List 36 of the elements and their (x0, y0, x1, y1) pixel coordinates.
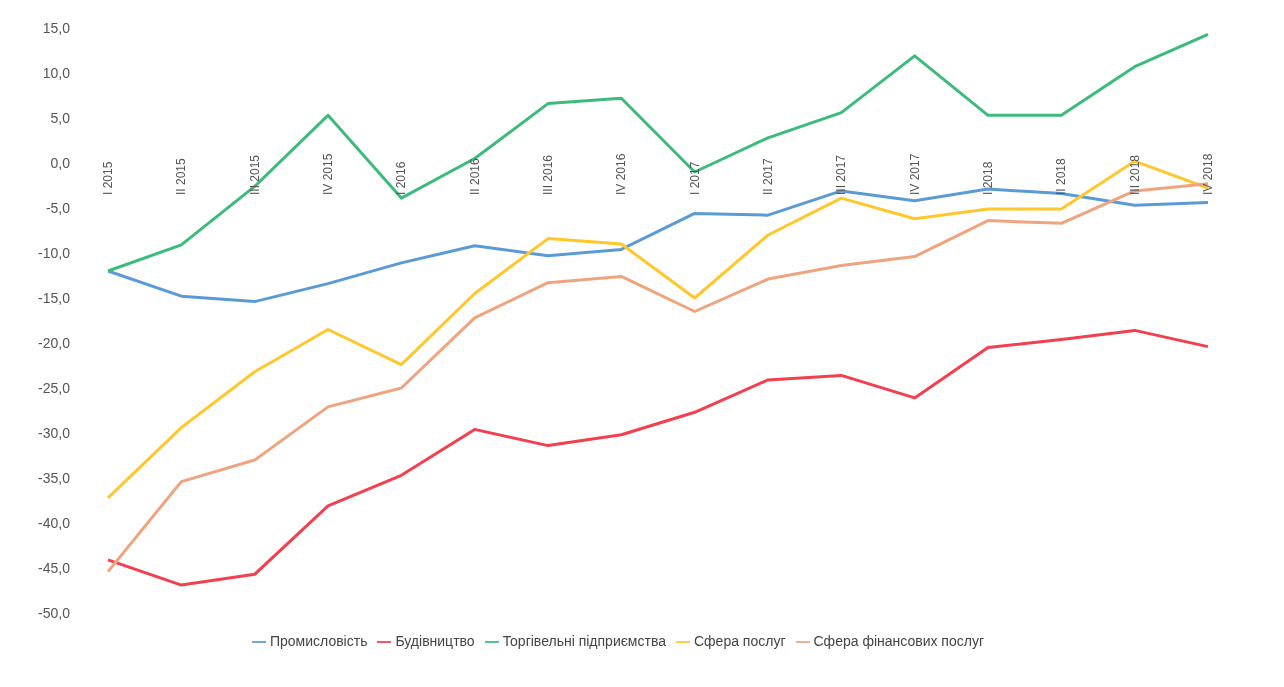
x-tick-label: III 2018 (1127, 154, 1142, 195)
x-tick-label: II 2017 (761, 157, 775, 195)
x-tick-label: II 2016 (467, 157, 482, 195)
y-tick-label: -35,0 (38, 469, 71, 486)
y-tick-label: -25,0 (38, 379, 71, 396)
y-tick-label: -20,0 (38, 334, 71, 351)
y-tick-label: -50,0 (38, 604, 71, 621)
x-tick-label: II 2018 (1054, 157, 1069, 195)
y-tick-label: -45,0 (38, 559, 71, 576)
x-tick-label: II 2015 (174, 157, 189, 195)
x-tick-label: IV 2018 (1201, 153, 1215, 195)
x-tick-label: I 2016 (394, 161, 409, 195)
x-tick-label: I 2018 (981, 161, 995, 195)
line-series (106, 328, 1210, 587)
legend-label: Будівництво (395, 633, 475, 649)
y-tick-label: 5,0 (50, 109, 71, 126)
x-tick-label: III 2016 (541, 154, 555, 195)
y-tick-label: 15,0 (42, 19, 71, 36)
y-tick-label: -15,0 (38, 289, 71, 306)
legend-label: Торгівельні підприємства (502, 633, 666, 649)
x-tick-label: III 2015 (247, 154, 262, 195)
y-tick-label: -40,0 (38, 514, 71, 531)
y-tick-label: -30,0 (38, 424, 71, 441)
y-tick-label: 10,0 (42, 64, 71, 81)
x-tick-label: I 2015 (101, 161, 115, 195)
y-tick-label: -5,0 (45, 199, 71, 216)
legend-label: Промисловість (269, 633, 368, 649)
x-tick-label: IV 2017 (907, 153, 922, 195)
legend-label: Сфера фінансових послуг (813, 633, 984, 649)
legend-label: Сфера послуг (693, 633, 786, 649)
x-tick-label: III 2017 (834, 154, 849, 195)
y-tick-label: -10,0 (38, 244, 71, 261)
x-tick-label: IV 2016 (614, 153, 629, 195)
y-tick-label: 0,0 (50, 154, 71, 171)
x-tick-label: I 2017 (687, 161, 702, 195)
x-tick-label: IV 2015 (321, 153, 335, 195)
